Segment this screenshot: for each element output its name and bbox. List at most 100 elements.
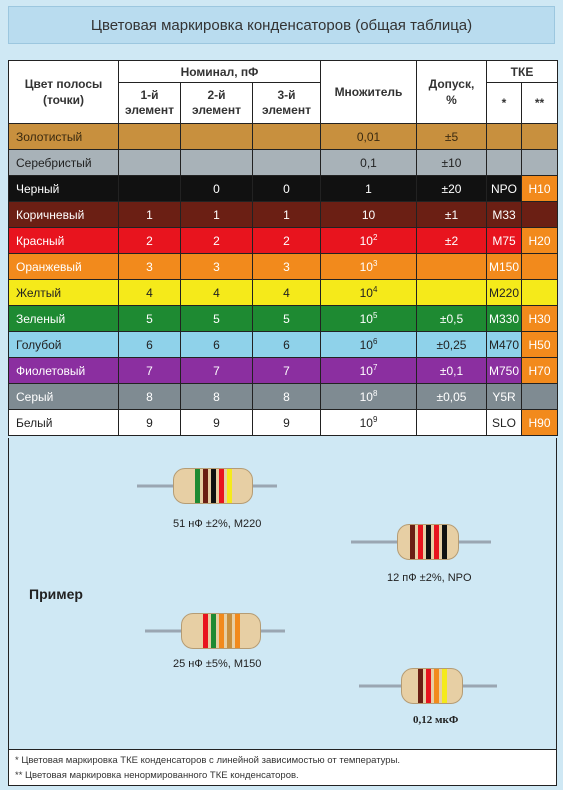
header-tolerance: Допуск, % — [416, 60, 487, 124]
multiplier-cell: 0,1 — [320, 149, 417, 176]
el1-cell: 9 — [118, 409, 181, 436]
table-row: Оранжевый 3 3 3 103 M150 — [8, 253, 559, 280]
caption-12pf: 12 пФ ±2%, NPO — [387, 572, 472, 584]
table-row: Красный 2 2 2 102 ±2 M75 H20 — [8, 227, 559, 254]
multiplier-exponent: 3 — [372, 259, 378, 268]
multiplier-exponent: 5 — [372, 311, 378, 320]
tke-linear-cell: M33 — [486, 201, 522, 228]
tke-linear-cell: M330 — [486, 305, 522, 332]
color-name-cell: Зеленый — [8, 305, 119, 332]
header-el3: 3-й элемент — [252, 82, 321, 124]
el2-cell — [180, 149, 253, 176]
color-name-cell: Голубой — [8, 331, 119, 358]
el3-cell: 1 — [252, 201, 321, 228]
tke-nonnorm-cell — [520, 149, 559, 176]
multiplier-cell: 0,01 — [320, 123, 417, 150]
el1-cell: 8 — [118, 383, 181, 410]
table-row: Зеленый 5 5 5 105 ±0,5 M330 H30 — [8, 305, 559, 332]
el3-cell: 9 — [252, 409, 321, 436]
tke-linear-cell — [486, 149, 522, 176]
header-el1: 1-й элемент — [118, 82, 181, 124]
color-code-table: Цвет полосы (точки) Номинал, пФ Множител… — [8, 60, 559, 436]
header-multiplier: Множитель — [320, 60, 417, 124]
tke-nonnorm-cell — [520, 383, 559, 410]
tke-linear-cell: M220 — [486, 279, 522, 306]
el1-cell: 2 — [118, 227, 181, 254]
multiplier-cell: 106 — [320, 331, 417, 358]
tke-nonnorm-cell — [520, 123, 559, 150]
header-tke-linear: * — [486, 82, 522, 124]
el2-cell: 2 — [180, 227, 253, 254]
color-name-cell: Серебристый — [8, 149, 119, 176]
footnote-2: ** Цветовая маркировка ненормированного … — [15, 770, 299, 781]
resistor-25nf — [145, 613, 285, 649]
multiplier-exponent: 8 — [372, 389, 378, 398]
tke-linear-cell: M470 — [486, 331, 522, 358]
color-name-cell: Коричневый — [8, 201, 119, 228]
el2-cell: 5 — [180, 305, 253, 332]
el1-cell — [118, 149, 181, 176]
multiplier-exponent: 7 — [372, 363, 378, 372]
example-section: Пример 51 нФ ±2%, M220 12 пФ ±2%, NPO 25… — [8, 438, 557, 750]
multiplier-cell: 108 — [320, 383, 417, 410]
el3-cell: 4 — [252, 279, 321, 306]
table-row: Голубой 6 6 6 106 ±0,25 M470 H50 — [8, 331, 559, 358]
table-row: Коричневый 1 1 1 10 ±1 M33 — [8, 201, 559, 228]
tke-nonnorm-cell — [520, 253, 559, 280]
el3-cell: 5 — [252, 305, 321, 332]
resistor-51nf — [137, 468, 277, 504]
tke-nonnorm-cell: H90 — [520, 409, 559, 436]
el2-cell: 6 — [180, 331, 253, 358]
tke-nonnorm-cell — [520, 279, 559, 306]
multiplier-cell: 10 — [320, 201, 417, 228]
el1-cell — [118, 123, 181, 150]
multiplier-exponent: 6 — [372, 337, 378, 346]
el1-cell: 5 — [118, 305, 181, 332]
tke-linear-cell: M75 — [486, 227, 522, 254]
tke-nonnorm-cell: H10 — [520, 175, 559, 202]
el1-cell: 1 — [118, 201, 181, 228]
tolerance-cell: ±1 — [416, 201, 487, 228]
el2-cell: 1 — [180, 201, 253, 228]
tke-nonnorm-cell: H30 — [520, 305, 559, 332]
tke-linear-cell: NPO — [486, 175, 522, 202]
el3-cell — [252, 149, 321, 176]
color-name-cell: Желтый — [8, 279, 119, 306]
color-name-cell: Серый — [8, 383, 119, 410]
color-name-cell: Белый — [8, 409, 119, 436]
tke-nonnorm-cell: H50 — [520, 331, 559, 358]
header-tke: ТКЕ — [485, 60, 559, 83]
table-row: Желтый 4 4 4 104 M220 — [8, 279, 559, 306]
el2-cell: 7 — [180, 357, 253, 384]
caption-51nf: 51 нФ ±2%, M220 — [173, 518, 262, 530]
footnotes: * Цветовая маркировка ТКЕ конденсаторов … — [8, 750, 557, 786]
header-color: Цвет полосы (точки) — [8, 60, 119, 124]
multiplier-cell: 102 — [320, 227, 417, 254]
el2-cell: 4 — [180, 279, 253, 306]
el3-cell: 6 — [252, 331, 321, 358]
tolerance-cell: ±0,1 — [416, 357, 487, 384]
tke-nonnorm-cell — [520, 201, 559, 228]
header-nominal: Номинал, пФ — [118, 60, 321, 83]
table-row: Белый 9 9 9 109 SLO H90 — [8, 409, 559, 436]
page-title: Цветовая маркировка конденсаторов (общая… — [8, 6, 555, 44]
tolerance-cell: ±0,05 — [416, 383, 487, 410]
header-tke-nonnorm: ** — [520, 82, 559, 124]
tke-linear-cell: M750 — [486, 357, 522, 384]
multiplier-exponent: 2 — [372, 233, 378, 242]
caption-25nf: 25 нФ ±5%, M150 — [173, 658, 262, 670]
tke-linear-cell: SLO — [486, 409, 522, 436]
el3-cell: 3 — [252, 253, 321, 280]
el2-cell: 0 — [180, 175, 253, 202]
resistor-012uf — [359, 668, 497, 704]
resistor-12pf — [351, 524, 491, 560]
tke-nonnorm-cell: H20 — [520, 227, 559, 254]
el1-cell — [118, 175, 181, 202]
table-row: Фиолетовый 7 7 7 107 ±0,1 M750 H70 — [8, 357, 559, 384]
el1-cell: 6 — [118, 331, 181, 358]
tolerance-cell — [416, 253, 487, 280]
el3-cell: 2 — [252, 227, 321, 254]
el1-cell: 3 — [118, 253, 181, 280]
tke-linear-cell: Y5R — [486, 383, 522, 410]
tolerance-cell: ±10 — [416, 149, 487, 176]
